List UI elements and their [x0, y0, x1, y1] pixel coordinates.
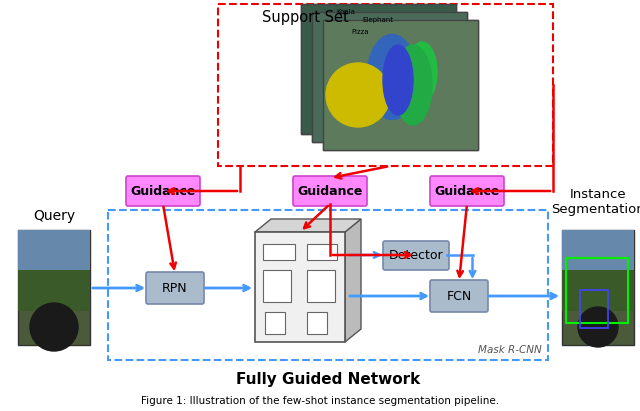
Text: Mask R-CNN: Mask R-CNN — [478, 345, 542, 355]
Bar — [307, 244, 337, 260]
FancyBboxPatch shape — [293, 176, 367, 206]
Bar — [562, 270, 634, 310]
Text: Figure 1: Illustration of the few-shot instance segmentation pipeline.: Figure 1: Illustration of the few-shot i… — [141, 396, 499, 406]
Bar — [562, 230, 634, 270]
FancyBboxPatch shape — [430, 176, 504, 206]
Bar — [265, 312, 285, 334]
Ellipse shape — [394, 45, 432, 125]
Bar — [18, 230, 90, 345]
Bar — [307, 270, 335, 302]
Text: Guidance: Guidance — [298, 185, 363, 198]
Bar — [312, 12, 467, 142]
Circle shape — [326, 63, 390, 127]
Bar — [301, 4, 456, 134]
Ellipse shape — [383, 45, 413, 115]
Text: RPN: RPN — [162, 282, 188, 295]
Bar — [301, 4, 456, 134]
Circle shape — [30, 303, 78, 351]
Polygon shape — [345, 219, 361, 342]
Ellipse shape — [357, 32, 385, 76]
Polygon shape — [255, 219, 361, 232]
Bar — [580, 290, 608, 328]
Bar — [18, 230, 90, 270]
Bar — [566, 258, 628, 323]
Text: Support Set: Support Set — [262, 10, 349, 25]
Ellipse shape — [367, 35, 417, 120]
Bar — [312, 12, 467, 142]
Text: Guidance: Guidance — [435, 185, 500, 198]
Text: Koala: Koala — [336, 9, 355, 15]
Text: Fully Guided Network: Fully Guided Network — [236, 372, 420, 387]
Text: Query: Query — [33, 209, 75, 223]
FancyBboxPatch shape — [383, 241, 449, 270]
FancyBboxPatch shape — [430, 280, 488, 312]
FancyBboxPatch shape — [126, 176, 200, 206]
Bar — [218, 4, 553, 166]
Text: Guidance: Guidance — [131, 185, 196, 198]
Text: Elephant: Elephant — [362, 17, 393, 23]
Text: Detector: Detector — [388, 249, 444, 262]
Bar — [263, 270, 291, 302]
Circle shape — [578, 307, 618, 347]
FancyBboxPatch shape — [146, 272, 204, 304]
Bar — [307, 312, 327, 334]
Text: Instance
Segmentation: Instance Segmentation — [551, 188, 640, 216]
Bar — [323, 20, 478, 150]
Text: Pizza: Pizza — [351, 29, 369, 35]
Bar — [18, 270, 90, 310]
Bar — [108, 210, 548, 360]
Bar — [263, 244, 295, 260]
Ellipse shape — [388, 32, 424, 86]
Text: FCN: FCN — [446, 289, 472, 302]
Bar — [323, 20, 478, 150]
Bar — [255, 232, 345, 342]
Bar — [562, 230, 634, 345]
Ellipse shape — [407, 42, 437, 102]
